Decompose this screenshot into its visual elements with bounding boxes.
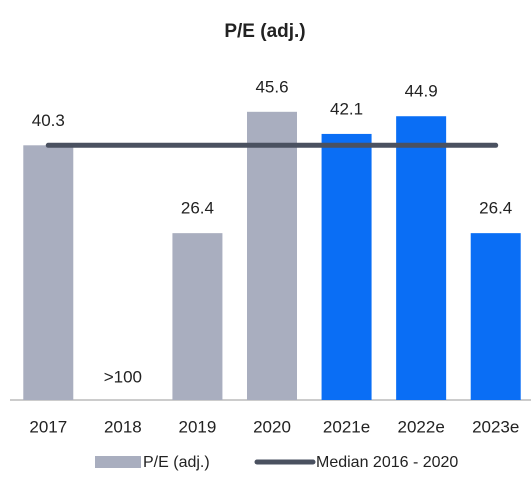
x-tick-label: 2023e [472,417,519,436]
chart-title: P/E (adj.) [224,21,305,42]
value-label: 44.9 [405,82,438,101]
value-label: >100 [104,367,142,386]
legend-label: Median 2016 - 2020 [316,454,458,471]
x-tick-label: 2017 [29,417,67,436]
bar [23,145,74,400]
x-tick-label: 2021e [323,417,370,436]
bar [470,233,521,400]
x-tick-label: 2020 [253,417,291,436]
bar [247,111,297,401]
bar [396,116,447,401]
legend-swatch [95,456,141,468]
legend-label: P/E (adj.) [143,454,210,471]
x-tick-label: 2022e [398,417,445,436]
value-label: 26.4 [479,199,512,218]
x-tick-label: 2019 [179,417,217,436]
value-label: 26.4 [181,199,214,218]
value-label: 40.3 [32,111,65,130]
x-tick-label: 2018 [104,417,142,436]
bar [172,233,223,400]
value-label: 45.6 [255,77,288,96]
bar [321,133,372,401]
value-label: 42.1 [330,99,363,118]
